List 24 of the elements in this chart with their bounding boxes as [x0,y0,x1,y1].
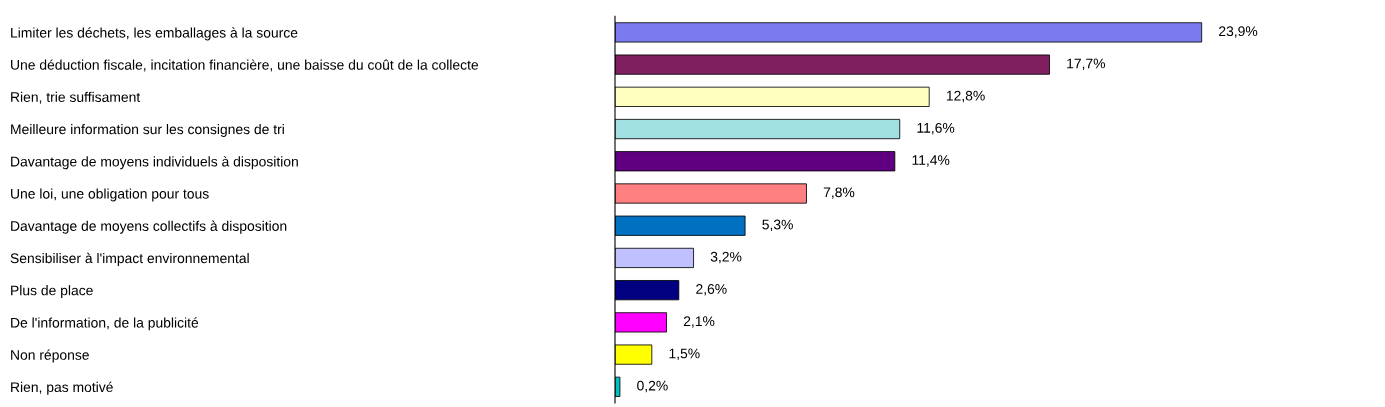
y-tick-label: Plus de place [11,285,93,299]
data-label: 11,6% [917,122,955,135]
y-tick-label: Une loi, une obligation pour tous [11,188,209,202]
y-tick-label: Meilleure information sur les consignes de tri [11,124,284,137]
data-label: 23,9% [1219,26,1258,38]
y-tick-label: Une déduction fiscale, incitation financière, une baisse du coût de la collecte [11,59,479,72]
y-tick-label: Rien, pas motivé [11,381,113,395]
data-label: 12,8% [946,90,985,103]
y-tick-label: Rien, trie suffisament [11,91,141,104]
y-tick-label: Davantage de moyens collectifs à disposition [11,220,287,234]
y-tick-label: Non réponse [11,349,89,363]
data-label: 3,2% [710,251,742,264]
y-tick-label: Davantage de moyens individuels à disposition [11,156,298,170]
data-label: 7,8% [823,187,855,199]
data-label: 11,4% [912,155,950,167]
data-label: 1,5% [669,348,700,360]
y-tick-label: Limiter les déchets, les emballages à la source [11,27,298,41]
y-tick-label: De l'information, de la publicité [11,317,199,331]
data-label: 17,7% [1067,58,1106,70]
data-label: 2,1% [683,316,715,328]
data-label: 5,3% [762,219,793,232]
y-tick-label: Sensibiliser à l'impact environnemental [10,252,249,266]
data-label: 0,2% [637,380,668,393]
data-label: 2,6% [696,284,727,296]
